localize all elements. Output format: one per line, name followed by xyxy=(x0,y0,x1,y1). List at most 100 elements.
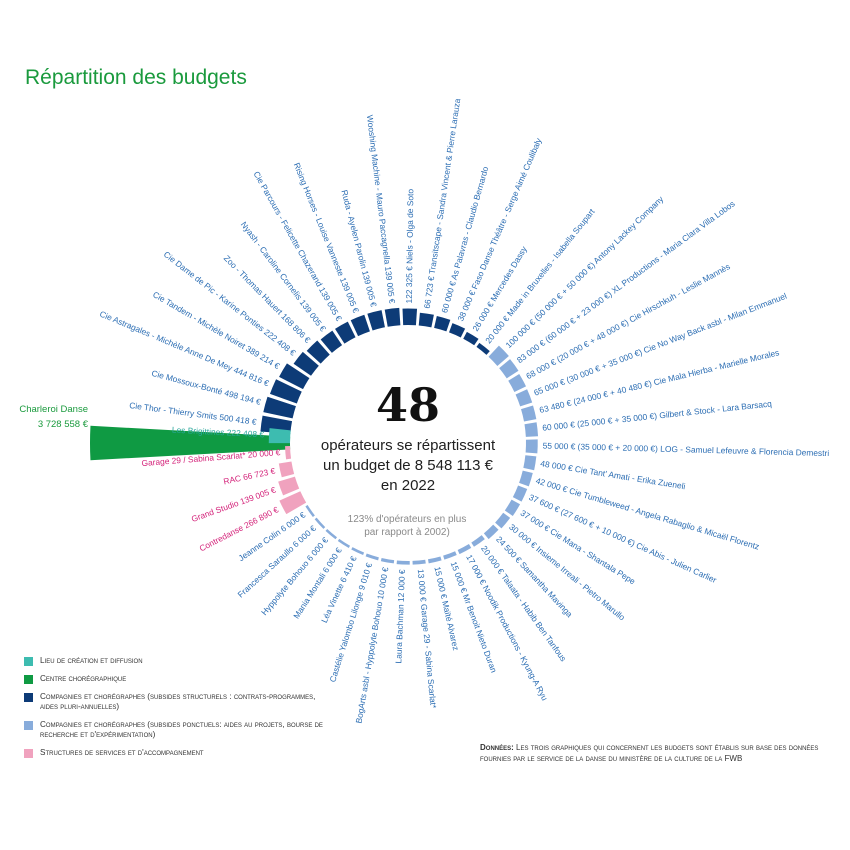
label-name-contredanse-44: Contredanse xyxy=(198,522,247,554)
label-value-cie-tumbleweed-angela-rabaglio-micael-florentz-26: 42 000 € xyxy=(535,476,571,496)
bar-francesca-saraullo-42 xyxy=(314,517,326,529)
label-value-niels-olga-de-soto-12: 122 325 € xyxy=(404,264,415,304)
label-value-faso-danse-theatre-serge-aime-coulibaly-15: 38 000 € xyxy=(456,287,479,323)
label-value-castelie-yalombo-lilonge-38: 9 010 € xyxy=(356,561,374,591)
bar-mercedes-dassy-16 xyxy=(463,331,479,346)
label-charleroi-danse-0: Charleroi Danse 3 728 558 € xyxy=(19,404,88,430)
source-label: Données: xyxy=(480,743,514,752)
bar-transitscape-sandra-vincent-pierre-larauza-13 xyxy=(418,312,434,328)
bar-cie-parcours-felicette-chazerand-8 xyxy=(335,321,356,344)
bar-rising-horses-louise-vanneste-9 xyxy=(350,314,370,337)
growth-note: 123% d'opérateurs en plus par rapport à … xyxy=(312,513,502,539)
label-value-les-brigittines-48: 222 408 € xyxy=(227,428,265,440)
legend-swatch-structurels xyxy=(24,693,33,702)
bar-ruda-ayelen-parolin-10 xyxy=(367,310,385,331)
legend-label-lieu: Lieu de création et diffusion xyxy=(40,656,143,665)
label-name-maite-alvarez-34: Maïté Alvarez xyxy=(440,600,461,652)
legend-item-services: Structures de services et d'accompagneme… xyxy=(24,748,324,758)
label-value-mr-benoit-nieto-duran-33: 15 000 € xyxy=(448,560,470,596)
label-name-cie-parcours-felicette-chazerand-8: Cie Parcours - Felicette Chazerand xyxy=(251,170,325,291)
bar-nyash-caroline-cornelis-7 xyxy=(320,330,343,353)
bar-charleroi-danse-0 xyxy=(90,425,291,461)
label-name-cie-thor-thierry-smits-1: Cie Thor - Thierry Smits xyxy=(129,400,220,422)
label-laura-bachman-36: Laura Bachman 12 000 € xyxy=(393,569,407,664)
label-name-wooshing-machine-mauro-paccagnella-11: Wooshing Machine - Mauro Paccagnella xyxy=(365,114,393,267)
label-name-cie-tant-amati-erika-zueneli-25: Cie Tant' Amati - Erika Zueneli xyxy=(574,464,686,492)
label-value-cie-tandem-michele-noiret-4: 389 214 € xyxy=(244,344,282,372)
source-note: Données: Les trois graphiques qui concer… xyxy=(480,742,825,764)
label-log-samuel-lefeuvre-florencia-demestri-24: 55 000 € (35 000 € + 20 000 €) LOG - Sam… xyxy=(543,441,830,459)
bar-lea-vinette-39 xyxy=(351,547,365,555)
bar-gilbert-stock-lara-barsacq-23 xyxy=(524,422,539,437)
legend-swatch-ponctuels xyxy=(24,721,33,730)
label-value-gilbert-stock-lara-barsacq-23: 60 000 € (25 000 € + 35 000 €) xyxy=(542,411,660,433)
bar-garage-29-sabina-scarlat-47 xyxy=(285,445,292,460)
center-text-line-3: en 2022 xyxy=(380,477,436,494)
label-value-lea-vinette-39: 6 410 € xyxy=(338,554,359,584)
label-niels-olga-de-soto-12: 122 325 € Niels - Olga de Soto xyxy=(404,189,416,304)
label-value-as-palavras-claudio-bernardo-14: 60 000 € xyxy=(439,278,458,314)
label-value-grand-studio-45: 139 005 € xyxy=(239,485,278,507)
bar-rac-46 xyxy=(278,461,295,478)
bar-cie-tandem-michele-noiret-4 xyxy=(279,363,310,390)
bar-mania-montali-40 xyxy=(337,538,351,549)
label-garage-29-sabina-scarlat-35: 13 000 € Garage 29 - Sabina Scarlat* xyxy=(415,569,438,710)
label-value-rac-46: 66 723 € xyxy=(242,466,276,483)
label-name-laura-bachman-36: Laura Bachman xyxy=(393,602,405,664)
center-text-line-1: opérateurs se répartissent xyxy=(320,437,496,454)
bar-cie-tant-amati-erika-zueneli-25 xyxy=(523,455,537,471)
label-name-gilbert-stock-lara-barsacq-23: Gilbert & Stock - Lara Barsacq xyxy=(659,399,773,421)
label-name-cie-mala-hierba-marielle-morales-22: Cie Mala Hierba - Marielle Morales xyxy=(653,347,781,387)
label-name-cie-dame-de-pic-karine-ponties-5: Cie Dame de Pic - Karine Ponties xyxy=(162,249,269,335)
bar-wooshing-machine-mauro-paccagnella-11 xyxy=(384,307,401,327)
label-value-rising-horses-louise-vanneste-9: 139 005 € xyxy=(338,276,361,315)
bar-grand-studio-45 xyxy=(278,476,300,496)
label-value-garage-29-sabina-scarlat-47: 20 000 € xyxy=(247,447,281,460)
bar-cie-mana-shantala-pepe-28 xyxy=(504,499,521,517)
bar-hyppolyte-bohouo-41 xyxy=(325,529,338,540)
label-value-cie-astragales-michele-anne-de-mey-3: 444 816 € xyxy=(232,365,271,389)
legend-label-ponctuels: Compagnies et chorégraphes (subsides pon… xyxy=(40,720,323,739)
label-name-log-samuel-lefeuvre-florencia-demestri-24: LOG - Samuel Lefeuvre & Florencia Demest… xyxy=(660,444,829,458)
legend-swatch-services xyxy=(24,749,33,758)
label-name-rising-horses-louise-vanneste-9: Rising Horses - Louise Vanneste xyxy=(292,161,347,279)
label-value-log-samuel-lefeuvre-florencia-demestri-24: 55 000 € (35 000 € + 20 000 €) xyxy=(543,441,661,454)
center-text-line-2: un budget de 8 548 113 € xyxy=(323,457,493,474)
label-name-talaata-habib-ben-tanfous-31: Talaata - Habib Ben Tanfous xyxy=(499,572,568,663)
legend-item-ponctuels: Compagnies et chorégraphes (subsides pon… xyxy=(24,720,324,740)
label-value-cie-thor-thierry-smits-1: 500 418 € xyxy=(219,412,258,427)
label-name-lea-vinette-39: Léa Vinette xyxy=(319,580,347,625)
bar-maite-alvarez-34 xyxy=(427,556,442,564)
label-value-cie-mossoux-bonte-2: 498 194 € xyxy=(223,388,262,407)
label-name-cie-abis-julien-carlier-27: Cie Abis - Julien Carlier xyxy=(635,540,719,585)
growth-line-1: 123% d'opérateurs en plus xyxy=(347,514,467,525)
bar-cie-hirschkuh-leslie-mannes-20 xyxy=(508,373,527,392)
legend-label-centre: Centre chorégraphique xyxy=(40,674,127,683)
bar-talaata-habib-ben-tanfous-31 xyxy=(471,535,485,547)
operator-count: 48 xyxy=(375,378,440,432)
bar-antony-lackey-company-18 xyxy=(488,345,509,366)
label-les-brigittines-48: Les Brigittines 222 408 € xyxy=(172,425,265,440)
legend-label-structurels: Compagnies et chorégraphes (subsides str… xyxy=(40,692,316,711)
legend-label-services: Structures de services et d'accompagneme… xyxy=(40,748,204,757)
bar-xl-productions-maria-clara-villa-lobos-19 xyxy=(499,359,519,379)
bar-as-palavras-claudio-bernardo-14 xyxy=(434,316,451,332)
label-name-bogarts-asbl-hyppolyte-bohouo-37: BogArts asbl - Hyppolyte Bohouo xyxy=(354,599,385,725)
bar-castelie-yalombo-lilonge-38 xyxy=(365,553,379,561)
center-summary: opérateurs se répartissent un budget de … xyxy=(296,436,520,496)
bar-bogarts-asbl-hyppolyte-bohouo-37 xyxy=(380,558,395,564)
bar-cie-thor-thierry-smits-1 xyxy=(260,415,293,434)
page-title: Répartition des budgets xyxy=(25,66,247,89)
label-value-maite-alvarez-34: 15 000 € xyxy=(432,566,450,602)
label-name-garage-29-sabina-scarlat-35: Garage 29 - Sabina Scarlat* xyxy=(419,603,439,709)
bar-contredanse-44 xyxy=(279,491,307,515)
bar-noodik-productions-kyung-a-ryu-32 xyxy=(457,544,472,555)
legend: Lieu de création et diffusion Centre cho… xyxy=(24,656,324,766)
growth-line-2: par rapport à 2002) xyxy=(364,527,450,538)
bar-samantha-mavinga-30 xyxy=(483,524,499,540)
label-value-bogarts-asbl-hyppolyte-bohouo-37: 10 000 € xyxy=(375,566,390,600)
label-value-ruda-ayelen-parolin-10: 139 005 € xyxy=(360,269,379,308)
label-value-garage-29-sabina-scarlat-35: 13 000 € xyxy=(415,569,428,605)
bar-jeanne-colin-43 xyxy=(305,504,315,518)
